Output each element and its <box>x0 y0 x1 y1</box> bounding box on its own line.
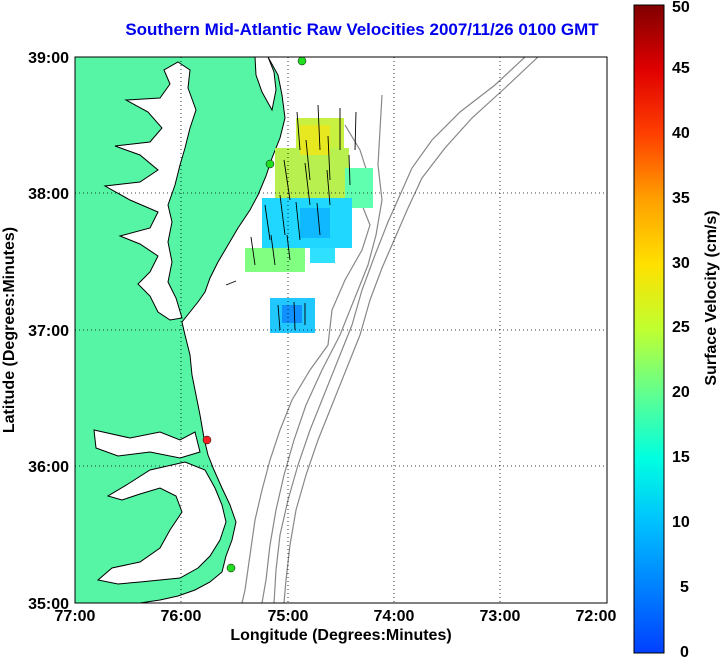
y-tick-label: 36:00 <box>28 459 69 476</box>
colorbar-tick-label: 50 <box>672 0 690 16</box>
x-tick-label: 76:00 <box>161 608 202 625</box>
colorbar-tick-label: 0 <box>680 644 689 659</box>
y-tick-label: 38:00 <box>28 186 69 203</box>
colorbar-tick-label: 45 <box>672 60 690 77</box>
colorbar-label: Surface Velocity (cm/s) <box>703 210 720 385</box>
velocity-vectors <box>225 104 357 331</box>
y-tick-labels: 35:00 36:00 37:00 38:00 39:00 <box>28 50 69 613</box>
colorbar-tick-label: 5 <box>680 579 689 596</box>
colorbar-tick-label: 35 <box>672 190 690 207</box>
grid-lines <box>75 57 607 603</box>
velocity-heatmap <box>245 118 373 333</box>
colorbar-tick-label: 25 <box>672 319 690 336</box>
map-title: Southern Mid-Atlantic Raw Velocities 200… <box>125 20 599 39</box>
colorbar <box>633 4 665 654</box>
colorbar-tick-label: 10 <box>672 514 690 531</box>
x-tick-label: 77:00 <box>55 608 96 625</box>
x-tick-label: 75:00 <box>268 608 309 625</box>
chesapeake-bay <box>103 61 197 321</box>
colorbar-tick-labels: 0 5 10 15 20 25 30 35 40 45 50 <box>672 0 690 659</box>
plot-frame <box>74 56 608 604</box>
station-marker <box>265 159 275 169</box>
x-axis-label: Longitude (Degrees:Minutes) <box>230 627 451 644</box>
x-tick-label: 72:00 <box>576 608 617 625</box>
colorbar-tick-label: 20 <box>672 384 690 401</box>
pamlico-sound <box>96 461 227 585</box>
albemarle-sound <box>93 429 201 459</box>
y-tick-label: 39:00 <box>28 50 69 67</box>
colorbar-tick-label: 15 <box>672 449 690 466</box>
y-axis-label: Latitude (Degrees:Minutes) <box>1 227 18 433</box>
y-tick-label: 37:00 <box>28 323 69 340</box>
station-marker <box>202 435 212 445</box>
delaware-bay <box>254 57 277 112</box>
stations <box>202 56 307 573</box>
colorbar-tick-label: 30 <box>672 255 690 272</box>
colorbar-tick-label: 40 <box>672 125 690 142</box>
station-marker <box>226 563 236 573</box>
x-tick-label: 74:00 <box>374 608 415 625</box>
station-marker <box>297 56 307 66</box>
x-tick-labels: 77:00 76:00 75:00 74:00 73:00 72:00 <box>55 608 617 625</box>
y-tick-label: 35:00 <box>28 596 69 613</box>
x-tick-label: 73:00 <box>480 608 521 625</box>
